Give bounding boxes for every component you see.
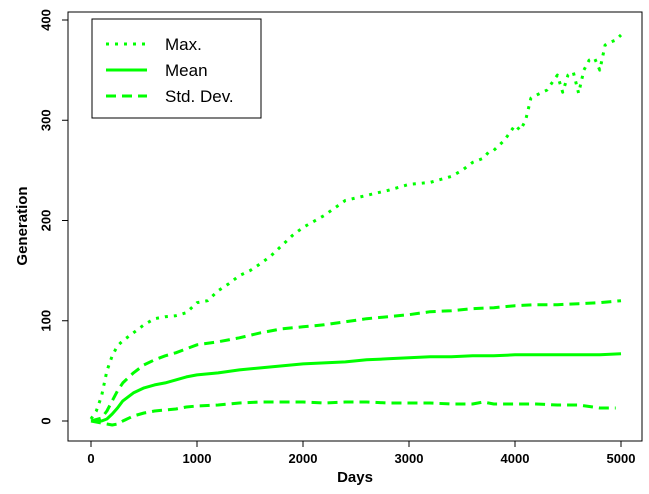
y-tick-label: 400 bbox=[38, 9, 53, 31]
series-line-std-dev-lower bbox=[90, 400, 616, 427]
legend-label-max: Max. bbox=[165, 35, 202, 54]
x-tick-label: 3000 bbox=[395, 451, 424, 466]
x-tick-label: 5000 bbox=[607, 451, 636, 466]
series-layer bbox=[89, 33, 623, 427]
legend-label-std-dev: Std. Dev. bbox=[165, 87, 234, 106]
x-tick-label: 4000 bbox=[501, 451, 530, 466]
series-line-max bbox=[89, 33, 623, 420]
y-tick-label: 100 bbox=[38, 310, 53, 332]
y-tick-label: 0 bbox=[38, 417, 53, 424]
x-tick-label: 0 bbox=[87, 451, 94, 466]
x-axis-title: Days bbox=[337, 469, 373, 486]
legend: Max. Mean Std. Dev. bbox=[91, 18, 262, 119]
x-axis: 0 1000 2000 3000 4000 5000 bbox=[87, 440, 636, 466]
series-line-std-dev bbox=[90, 299, 622, 423]
y-tick-label: 200 bbox=[38, 210, 53, 232]
y-axis-title: Generation bbox=[14, 186, 31, 265]
y-tick-label: 300 bbox=[38, 109, 53, 131]
x-tick-label: 2000 bbox=[289, 451, 318, 466]
legend-label-mean: Mean bbox=[165, 61, 208, 80]
y-axis: 0 100 200 300 400 bbox=[38, 9, 69, 425]
x-tick-label: 1000 bbox=[183, 451, 212, 466]
series-line-mean bbox=[91, 352, 622, 423]
